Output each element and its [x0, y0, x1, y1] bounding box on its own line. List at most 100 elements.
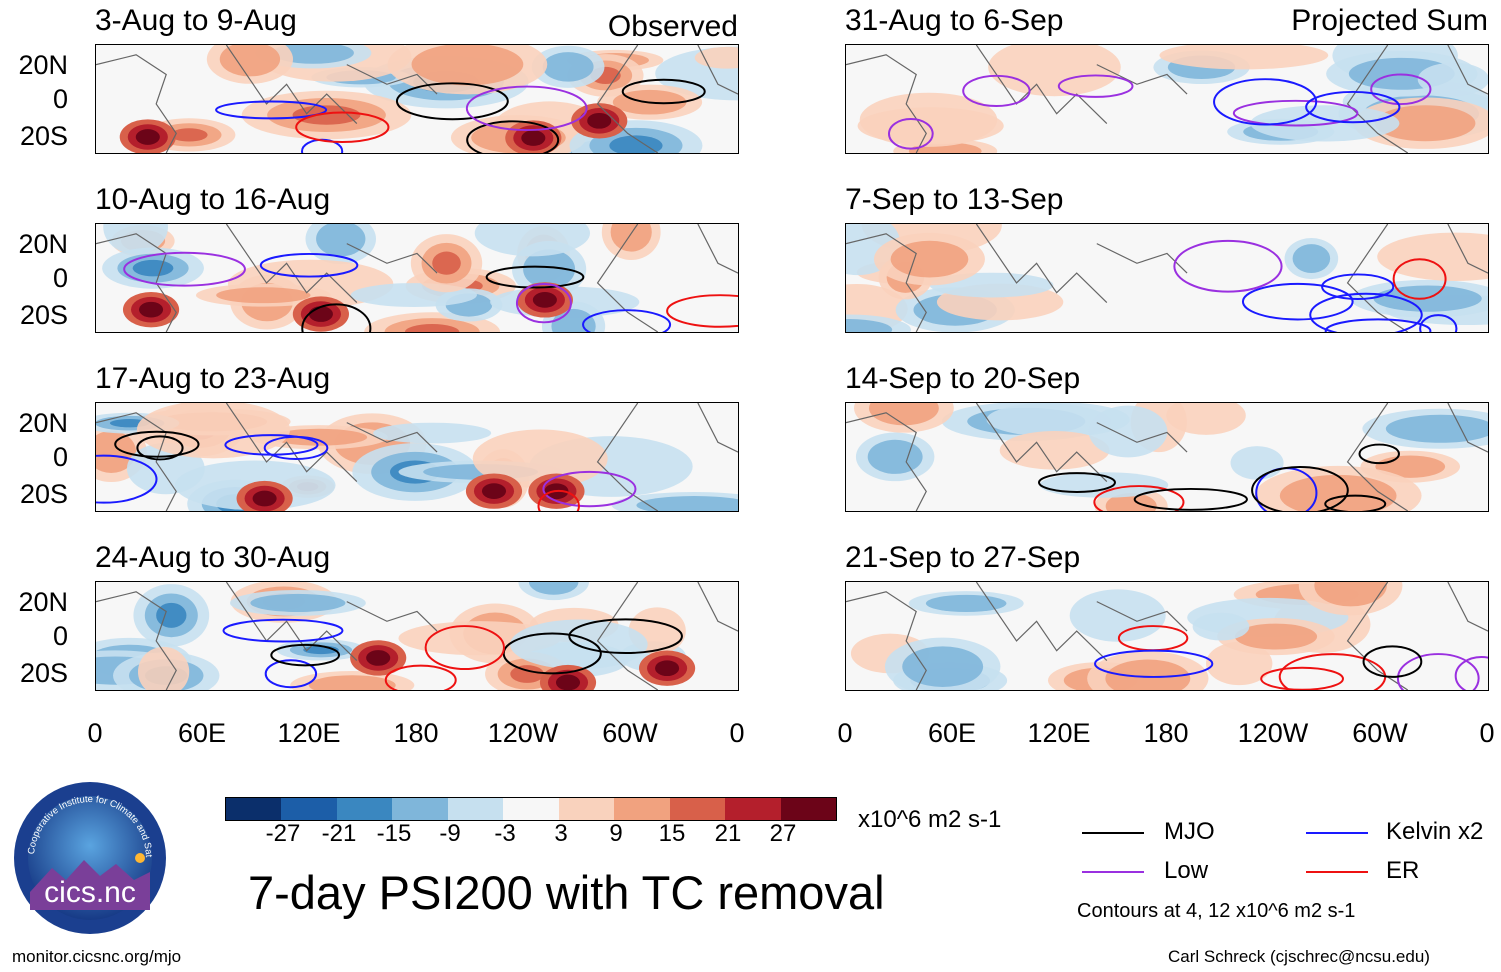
panel-title-obs-1: 3-Aug to 9-Aug	[95, 4, 297, 37]
legend-label-mjo: MJO	[1164, 818, 1215, 845]
anomaly-blob	[551, 308, 596, 332]
contour-ring	[301, 303, 372, 332]
map-panel-observed-2	[95, 223, 739, 333]
anomaly-core	[481, 483, 507, 499]
coastline	[697, 45, 738, 95]
anomaly-blob	[404, 324, 460, 332]
contour-ring	[621, 78, 706, 105]
anomaly-blob	[1105, 659, 1191, 690]
coastline	[225, 45, 358, 124]
contour-ring	[537, 489, 580, 511]
colorbar-tick: -21	[321, 820, 357, 847]
contour-ring	[1173, 239, 1283, 293]
colorbar-cell	[780, 798, 836, 820]
colorbar-tick: 15	[658, 820, 686, 847]
legend-label-er: ER	[1386, 857, 1420, 884]
anomaly-blob	[474, 224, 591, 257]
footer-url: monitor.cicsnc.org/mjo	[12, 947, 182, 966]
coastline	[697, 224, 738, 274]
legend-line-kelvin	[1306, 832, 1368, 834]
anomaly-blob	[103, 224, 168, 255]
anomaly-core	[308, 306, 333, 322]
contour-ring	[465, 85, 588, 132]
coastline	[1346, 45, 1409, 153]
coastline	[846, 233, 927, 332]
legend-label-low: Low	[1164, 857, 1209, 884]
lon-label-60w: 60W	[1352, 718, 1408, 748]
contour-ring	[1305, 90, 1401, 124]
anomaly-blob	[1279, 474, 1397, 511]
coastline	[1447, 582, 1488, 632]
anomaly-blob	[271, 428, 368, 446]
coastline	[96, 412, 177, 511]
anomaly-blob	[1375, 105, 1476, 142]
coastline	[225, 582, 358, 661]
contour-note: Contours at 4, 12 x10^6 m2 s-1	[1077, 900, 1356, 922]
coastline	[1447, 224, 1488, 274]
lon-label-60e: 60E	[177, 718, 227, 748]
map-panel-observed-1	[95, 44, 739, 154]
anomaly-blob	[1192, 612, 1250, 641]
legend-line-mjo	[1082, 832, 1144, 834]
colorbar-tick: 9	[609, 820, 623, 847]
anomaly-core	[366, 650, 391, 666]
anomaly-core	[655, 660, 680, 677]
anomaly-blob	[846, 319, 893, 332]
legend-line-er	[1306, 871, 1368, 873]
map-panel-projected-3	[845, 402, 1489, 512]
colorbar-tick: -27	[265, 820, 301, 847]
map-panel-projected-2	[845, 223, 1489, 333]
contour-ring	[1321, 273, 1395, 300]
coastline	[346, 243, 438, 274]
anomaly-blob	[999, 431, 1110, 470]
colorbar	[225, 797, 837, 821]
contour-ring	[114, 430, 200, 458]
coastline	[1096, 64, 1188, 95]
coastline	[346, 422, 438, 453]
coastline	[596, 403, 659, 511]
colorbar-tick: -15	[376, 820, 412, 847]
contour-ring	[1057, 74, 1134, 98]
coastline	[1096, 601, 1188, 632]
contour-ring	[502, 632, 602, 675]
contour-ring	[1370, 73, 1432, 106]
contour-ring	[395, 82, 509, 121]
coastline	[596, 224, 659, 332]
contour-ring	[224, 434, 319, 456]
colorbar-cell	[669, 798, 726, 820]
anomaly-blob	[373, 422, 492, 444]
contour-ring	[568, 618, 683, 655]
coastline	[697, 582, 738, 632]
anomaly-blob	[1088, 405, 1168, 458]
contour-ring	[1251, 466, 1349, 511]
coastline	[1346, 403, 1409, 511]
lat-label-20n: 20N	[18, 50, 68, 80]
column-label-projected: Projected Sum	[1291, 4, 1488, 37]
anomaly-blob	[96, 430, 137, 473]
map-panel-projected-4	[845, 581, 1489, 691]
anomaly-core	[252, 490, 277, 507]
anomaly-blob	[137, 646, 190, 690]
lat-label-20n: 20N	[18, 587, 68, 617]
map-panel-observed-3	[95, 402, 739, 512]
coastline	[975, 224, 1108, 303]
contour-ring	[1358, 443, 1400, 465]
contour-ring	[1324, 494, 1387, 511]
anomaly-blob	[925, 594, 1007, 613]
lat-label-20s: 20S	[19, 300, 68, 330]
anomaly-blob	[308, 675, 396, 690]
contour-ring	[259, 252, 359, 278]
colorbar-cell	[558, 798, 615, 820]
contour-ring	[1260, 666, 1344, 690]
anomaly-blob	[216, 287, 311, 304]
lat-label-eq: 0	[52, 442, 68, 472]
coastline	[1447, 403, 1488, 453]
lon-label-60w: 60W	[602, 718, 658, 748]
coastline	[846, 591, 927, 690]
contour-ring	[466, 120, 560, 153]
anomaly-core	[521, 130, 546, 146]
contour-ring	[1241, 282, 1354, 321]
colorbar-cell	[503, 798, 559, 820]
anomaly-blob	[1292, 244, 1331, 273]
colorbar-cell	[226, 798, 282, 820]
